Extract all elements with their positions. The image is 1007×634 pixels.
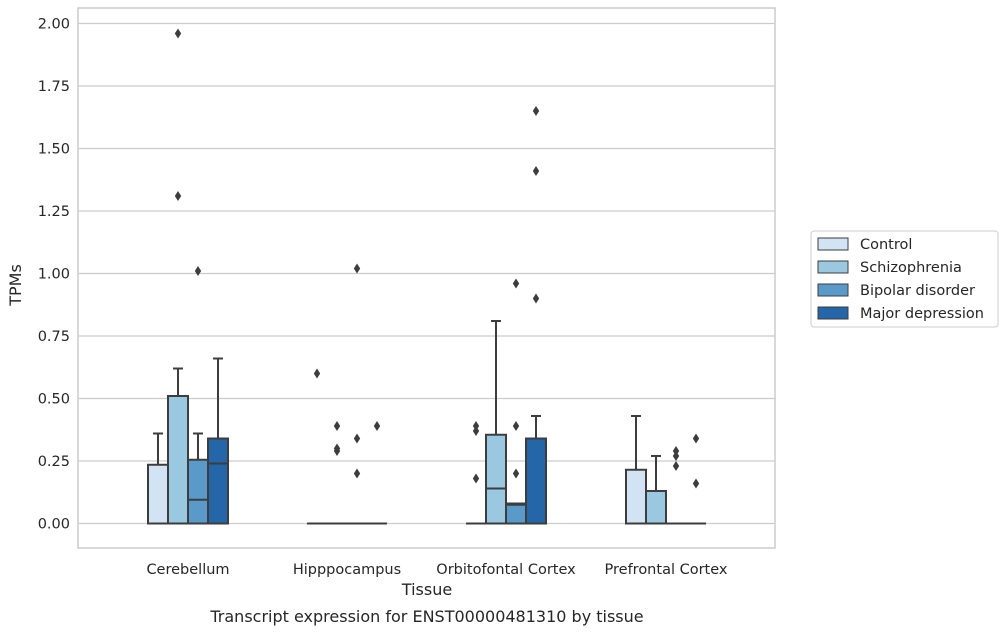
outlier-point (313, 368, 321, 379)
x-axis-label: Tissue (401, 580, 452, 599)
outlier-point (672, 446, 680, 456)
box-body (147, 463, 169, 525)
box-major-depression (525, 415, 547, 525)
x-category-label: Hipppocampus (293, 562, 401, 578)
outliers (174, 28, 700, 489)
box-bipolar-disorder (187, 432, 209, 525)
legend-label: Control (860, 237, 912, 253)
outlier-point (174, 28, 182, 39)
outlier-point (532, 293, 540, 304)
outlier-point (692, 478, 700, 489)
x-category-label: Cerebellum (146, 562, 229, 578)
legend-swatch (817, 260, 849, 274)
outlier-point (672, 461, 680, 471)
box-schizophrenia (485, 320, 507, 525)
y-tick-label: 0.00 (38, 517, 70, 533)
outlier-point (373, 421, 381, 431)
box-body (167, 395, 189, 525)
legend-label: Major depression (860, 306, 984, 322)
outlier-point (472, 473, 480, 484)
y-tick-label: 0.50 (38, 392, 70, 408)
outlier-point (512, 468, 520, 479)
y-tick-labels: 0.00 0.25 0.50 0.75 1.00 1.25 1.50 1.75 2.00 (38, 17, 70, 533)
box-control (147, 432, 169, 525)
box-body (505, 502, 527, 525)
box-body (187, 458, 209, 525)
y-tick-label: 1.75 (38, 79, 70, 95)
y-tick-label: 1.00 (38, 267, 70, 283)
box-body (207, 437, 229, 525)
y-axis-label: TPMs (6, 264, 25, 307)
legend: Control Schizophrenia Bipolar disorder Majo… (810, 230, 999, 328)
y-tick-label: 1.25 (38, 204, 70, 220)
box-body (645, 490, 667, 525)
x-category-label: Orbitofontal Cortex (436, 562, 576, 578)
outlier-point (512, 421, 520, 431)
box-schizophrenia (167, 367, 189, 525)
outlier-point (194, 266, 202, 276)
legend-label: Schizophrenia (860, 260, 962, 276)
outlier-point (532, 106, 540, 116)
outlier-point (692, 433, 700, 444)
plot-frame (77, 7, 776, 549)
box-body (525, 437, 547, 525)
legend-label: Bipolar disorder (860, 283, 975, 299)
boxes (147, 320, 706, 525)
legend-swatch (817, 237, 849, 251)
outlier-point (512, 278, 520, 289)
box-bipolar-disorder (505, 502, 527, 525)
outlier-point (472, 421, 480, 431)
legend-swatch (817, 306, 849, 320)
box-schizophrenia (645, 455, 667, 525)
outlier-point (333, 421, 341, 431)
box-control (625, 415, 647, 525)
y-tick-label: 1.50 (38, 142, 70, 158)
box-body (485, 433, 507, 525)
outlier-point (532, 166, 540, 176)
x-category-label: Prefrontal Cortex (605, 562, 728, 578)
x-category-labels: Cerebellum Hipppocampus Orbitofontal Corte… (146, 562, 727, 578)
y-tick-label: 0.75 (38, 329, 70, 345)
outlier-point (174, 191, 182, 201)
outlier-point (353, 433, 361, 444)
y-tick-label: 0.25 (38, 454, 70, 470)
legend-swatch (817, 283, 849, 297)
box-major-depression (207, 357, 229, 525)
y-tick-label: 2.00 (38, 17, 70, 33)
outlier-point (353, 263, 361, 274)
figure-caption: Transcript expression for ENST0000048131… (209, 607, 643, 626)
outlier-point (333, 443, 341, 454)
legend-frame (810, 230, 999, 328)
outlier-point (353, 468, 361, 479)
box-body (625, 468, 647, 525)
